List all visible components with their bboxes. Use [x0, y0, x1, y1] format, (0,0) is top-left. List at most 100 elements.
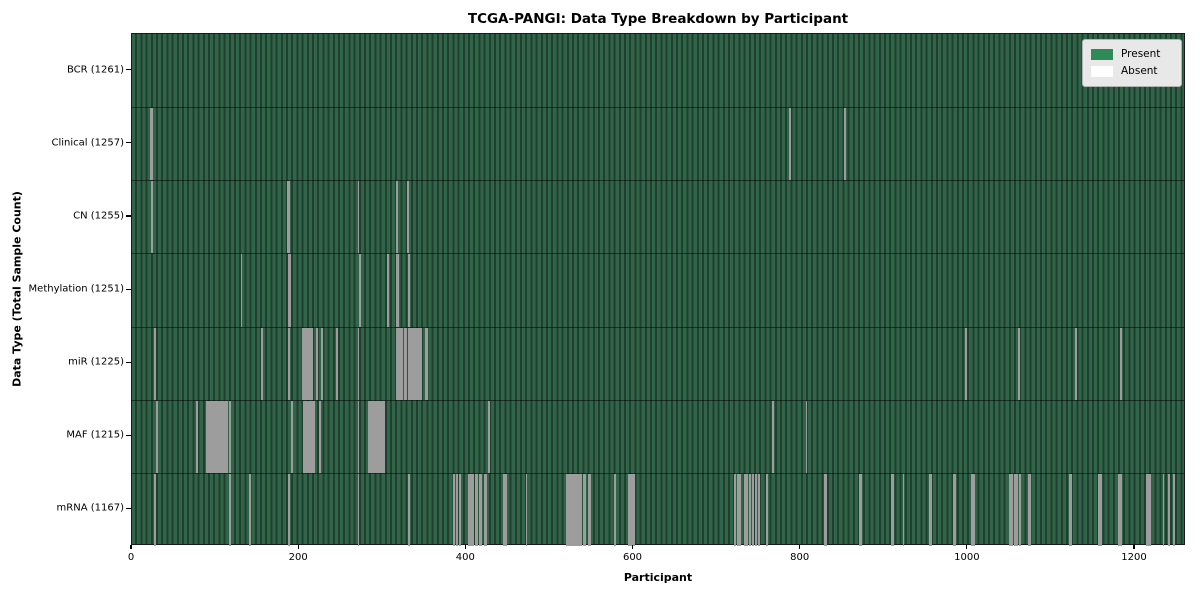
absent-stripe — [357, 400, 360, 473]
x-tick-label-1000: 1000 — [954, 552, 980, 563]
absent-stripe — [214, 400, 217, 473]
absent-stripe — [1016, 473, 1019, 546]
heatmap-row-Methylation — [132, 253, 1184, 327]
absent-stripe — [401, 327, 403, 400]
y-tick-label-BCR: BCR (1261) — [66, 64, 124, 76]
x-tick-label-1200: 1200 — [1121, 552, 1147, 563]
absent-stripe — [525, 473, 528, 546]
absent-stripe — [335, 327, 338, 400]
absent-stripe — [452, 473, 455, 546]
absent-stripe — [1068, 473, 1071, 546]
absent-stripe — [1118, 473, 1121, 546]
x-tick-label-400: 400 — [455, 552, 475, 563]
absent-stripe — [737, 473, 739, 546]
absent-stripe — [824, 473, 827, 546]
x-tick-label-200: 200 — [288, 552, 308, 563]
absent-stripe — [749, 473, 752, 546]
y-tick-mark — [126, 142, 131, 144]
absent-stripe — [892, 473, 895, 546]
absent-stripe — [226, 400, 229, 473]
absent-stripe — [758, 473, 760, 546]
absent-stripe — [589, 473, 591, 546]
absent-stripe — [844, 108, 846, 181]
absent-stripe — [1017, 327, 1020, 400]
absent-stripe — [357, 327, 360, 400]
legend-entry-present: Present — [1091, 46, 1173, 63]
absent-stripe — [1018, 473, 1021, 546]
absent-stripe — [216, 400, 219, 473]
absent-stripe — [223, 400, 225, 473]
absent-stripe — [367, 400, 370, 473]
absent-stripe — [954, 473, 957, 546]
absent-stripe — [151, 181, 154, 254]
absent-stripe — [405, 327, 408, 400]
absent-stripe — [418, 327, 421, 400]
x-tick-label-0: 0 — [127, 552, 135, 563]
heatmap-row-CN — [132, 180, 1184, 254]
absent-stripe — [359, 254, 362, 327]
y-tick-label-miR: miR (1225) — [68, 356, 124, 368]
absent-stripe — [965, 327, 968, 400]
x-tick-mark — [966, 545, 968, 549]
absent-stripe — [766, 473, 769, 546]
absent-stripe — [580, 473, 582, 546]
absent-stripe — [930, 473, 933, 546]
absent-stripe — [1013, 473, 1016, 546]
absent-stripe — [396, 181, 398, 254]
absent-stripe — [315, 327, 318, 400]
absent-stripe — [416, 327, 418, 400]
absent-stripe — [407, 327, 410, 400]
absent-stripe — [614, 473, 617, 546]
absent-stripe — [483, 473, 486, 546]
heatmap-row-miR — [132, 326, 1184, 400]
y-tick-label-Clinical: Clinical (1257) — [51, 137, 125, 149]
y-tick-mark — [126, 507, 131, 510]
absent-stripe — [218, 400, 220, 473]
absent-stripe — [860, 473, 862, 546]
y-tick-mark — [126, 69, 131, 71]
heatmap-row-BCR — [132, 34, 1184, 107]
absent-stripe — [738, 473, 741, 546]
absent-stripe — [211, 400, 214, 473]
absent-stripe — [228, 473, 231, 546]
absent-stripe — [1029, 473, 1032, 546]
absent-stripe — [151, 108, 154, 181]
absent-stripe — [310, 327, 313, 400]
absent-stripe — [1119, 473, 1122, 546]
heatmap-row-Clinical — [132, 107, 1184, 181]
absent-stripe — [406, 181, 409, 254]
absent-stripe — [288, 181, 291, 254]
absent-stripe — [379, 400, 382, 473]
absent-stripe — [290, 400, 293, 473]
x-tick-mark — [1133, 545, 1135, 549]
absent-stripe — [971, 473, 973, 546]
absent-stripe — [357, 181, 360, 254]
heatmap-row-MAF — [132, 399, 1184, 473]
x-tick-mark — [130, 545, 132, 549]
absent-stripe — [412, 327, 415, 400]
absent-stripe — [221, 400, 224, 473]
absent-stripe — [470, 473, 473, 546]
plot-area — [131, 33, 1185, 546]
absent-stripe — [576, 473, 579, 546]
absent-stripe — [1162, 473, 1165, 546]
absent-stripe — [472, 473, 474, 546]
y-tick-mark — [126, 434, 131, 436]
x-tick-label-600: 600 — [622, 552, 643, 563]
absent-stripe — [357, 473, 360, 546]
absent-stripe — [219, 400, 222, 473]
absent-stripe — [228, 400, 231, 473]
absent-stripe — [468, 473, 471, 546]
absent-stripe — [386, 254, 389, 327]
absent-stripe — [478, 473, 481, 546]
absent-stripe — [890, 473, 893, 546]
absent-stripe — [305, 327, 308, 400]
absent-stripe — [1168, 473, 1171, 546]
x-tick-label-800: 800 — [790, 552, 810, 563]
absent-stripe — [503, 473, 505, 546]
absent-stripe — [399, 327, 402, 400]
absent-stripe — [1099, 473, 1102, 546]
legend-label-present: Present — [1121, 48, 1161, 60]
absent-stripe — [240, 254, 243, 327]
